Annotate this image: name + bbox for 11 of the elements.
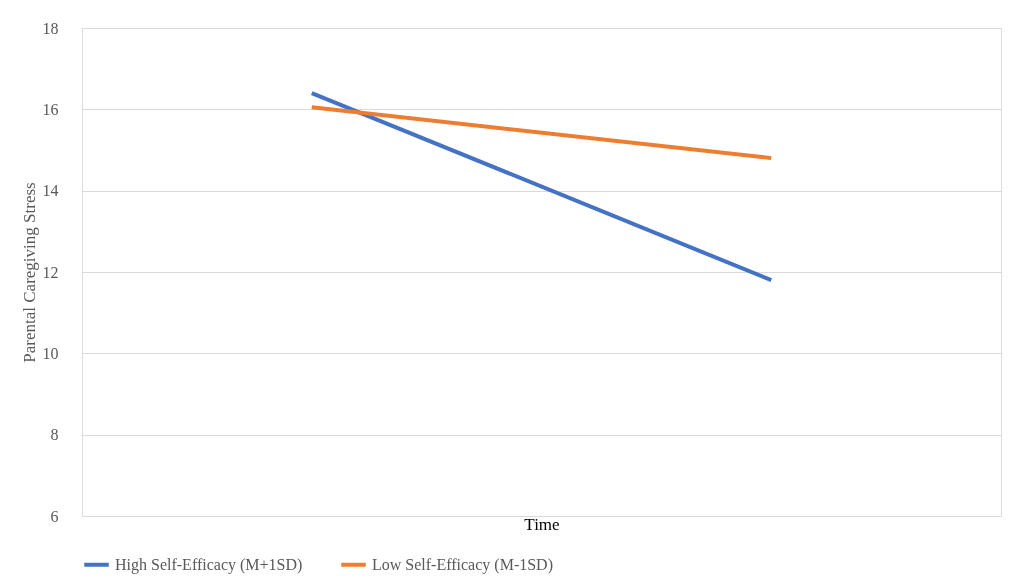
legend-label: High Self-Efficacy (M+1SD) — [115, 555, 303, 574]
legend-label: Low Self-Efficacy (M-1SD) — [372, 555, 553, 574]
y-axis-title: Parental Caregiving Stress — [19, 182, 39, 363]
y-tick-label: 12 — [42, 263, 59, 281]
y-tick-label: 16 — [42, 100, 59, 118]
x-axis-title: Time — [524, 514, 560, 534]
y-tick-label: 18 — [42, 19, 59, 37]
y-tick-label: 8 — [50, 426, 59, 444]
y-tick-label: 14 — [42, 182, 59, 200]
y-tick-label: 6 — [50, 507, 59, 525]
y-tick-label: 10 — [42, 344, 59, 362]
